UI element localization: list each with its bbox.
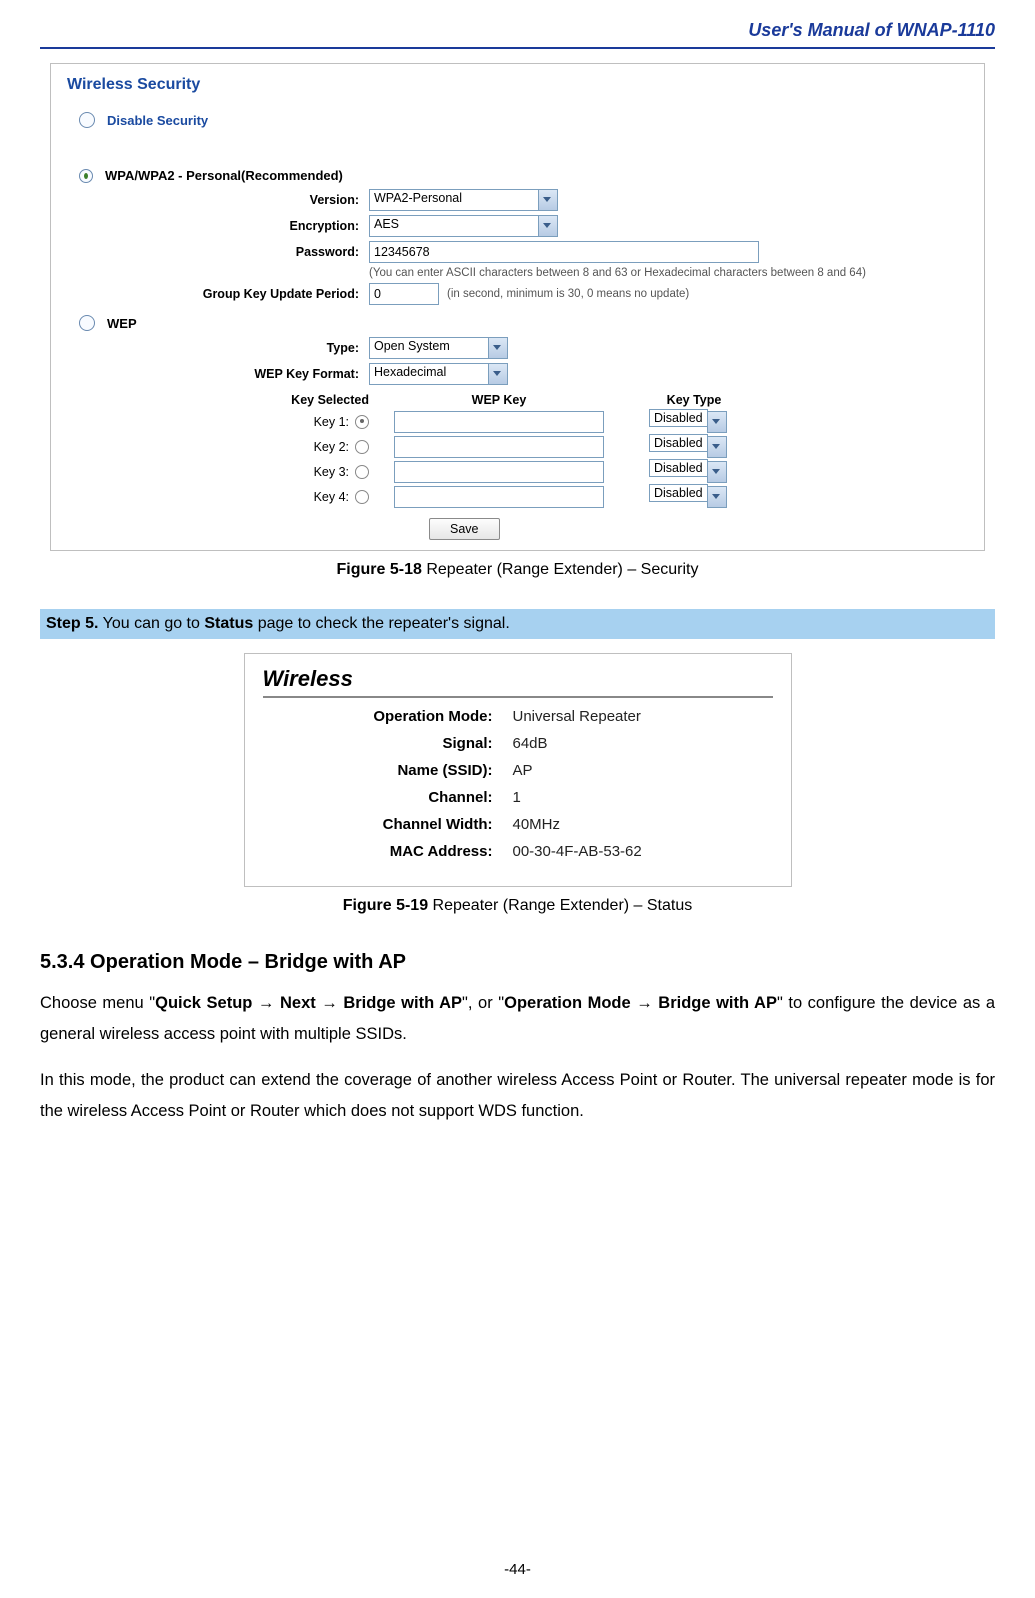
chevron-down-icon[interactable] <box>707 461 727 483</box>
figure-5-18-caption: Figure 5-18 Repeater (Range Extender) – … <box>40 561 995 579</box>
figure-5-19-caption: Figure 5-19 Repeater (Range Extender) – … <box>40 897 995 915</box>
wepfmt-label: WEP Key Format: <box>119 367 369 381</box>
key3-radio[interactable] <box>355 465 369 479</box>
key4-type-select[interactable]: Disabled <box>649 484 708 502</box>
chevron-down-icon[interactable] <box>538 215 558 237</box>
status-row: Operation Mode: Universal Repeater <box>263 708 773 725</box>
chevron-down-icon[interactable] <box>538 189 558 211</box>
version-label: Version: <box>119 193 369 207</box>
page-header: User's Manual of WNAP-1110 <box>40 20 995 47</box>
key2-input[interactable] <box>394 436 604 458</box>
wpa-label: WPA/WPA2 - Personal(Recommended) <box>105 168 343 183</box>
radio-unselected-icon[interactable] <box>79 112 95 128</box>
encryption-select[interactable]: AES <box>369 215 539 237</box>
password-hint: (You can enter ASCII characters between … <box>369 267 866 279</box>
password-input[interactable] <box>369 241 759 263</box>
option-wpa[interactable]: WPA/WPA2 - Personal(Recommended) <box>79 168 976 183</box>
wep-table-header: Key Selected WEP Key Key Type <box>119 393 976 407</box>
figure-5-19-panel: Wireless Operation Mode: Universal Repea… <box>244 653 792 887</box>
status-row: Channel Width: 40MHz <box>263 816 773 833</box>
paragraph-1: Choose menu "Quick Setup → Next → Bridge… <box>40 988 995 1051</box>
status-row: Channel: 1 <box>263 789 773 806</box>
status-row: MAC Address: 00-30-4F-AB-53-62 <box>263 843 773 860</box>
chevron-down-icon[interactable] <box>707 411 727 433</box>
type-label: Type: <box>119 341 369 355</box>
wepfmt-select[interactable]: Hexadecimal <box>369 363 489 385</box>
key2-radio[interactable] <box>355 440 369 454</box>
page-number: -44- <box>0 1561 1035 1578</box>
key2-type-select[interactable]: Disabled <box>649 434 708 452</box>
wep-key-row-3: Key 3: Disabled <box>119 461 976 483</box>
wep-key-row-2: Key 2: Disabled <box>119 436 976 458</box>
gkup-input[interactable] <box>369 283 439 305</box>
radio-selected-icon[interactable] <box>79 169 93 183</box>
option-wep[interactable]: WEP <box>79 315 976 331</box>
chevron-down-icon[interactable] <box>488 363 508 385</box>
key3-input[interactable] <box>394 461 604 483</box>
save-button[interactable]: Save <box>429 518 500 540</box>
key1-type-select[interactable]: Disabled <box>649 409 708 427</box>
encryption-label: Encryption: <box>119 219 369 233</box>
status-row: Name (SSID): AP <box>263 762 773 779</box>
wireless-security-title: Wireless Security <box>59 76 976 94</box>
wireless-status-title: Wireless <box>263 666 773 698</box>
key4-input[interactable] <box>394 486 604 508</box>
chevron-down-icon[interactable] <box>488 337 508 359</box>
password-label: Password: <box>119 245 369 259</box>
version-select[interactable]: WPA2-Personal <box>369 189 539 211</box>
section-5-3-4-heading: 5.3.4 Operation Mode – Bridge with AP <box>40 951 995 974</box>
gkup-hint: (in second, minimum is 30, 0 means no up… <box>447 288 689 300</box>
wep-label: WEP <box>107 316 137 331</box>
key1-input[interactable] <box>394 411 604 433</box>
figure-5-18-panel: Wireless Security Disable Security WPA/W… <box>50 63 985 551</box>
gkup-label: Group Key Update Period: <box>119 287 369 301</box>
disable-security-label: Disable Security <box>107 113 208 128</box>
type-select[interactable]: Open System <box>369 337 489 359</box>
paragraph-2: In this mode, the product can extend the… <box>40 1065 995 1128</box>
key1-radio[interactable] <box>355 415 369 429</box>
header-rule <box>40 47 995 49</box>
step-5-bar: Step 5. You can go to Status page to che… <box>40 609 995 639</box>
option-disable-security[interactable]: Disable Security <box>79 112 976 128</box>
chevron-down-icon[interactable] <box>707 436 727 458</box>
chevron-down-icon[interactable] <box>707 486 727 508</box>
radio-unselected-icon[interactable] <box>79 315 95 331</box>
wep-key-row-1: Key 1: Disabled <box>119 411 976 433</box>
key4-radio[interactable] <box>355 490 369 504</box>
status-row: Signal: 64dB <box>263 735 773 752</box>
wep-key-row-4: Key 4: Disabled <box>119 486 976 508</box>
key3-type-select[interactable]: Disabled <box>649 459 708 477</box>
